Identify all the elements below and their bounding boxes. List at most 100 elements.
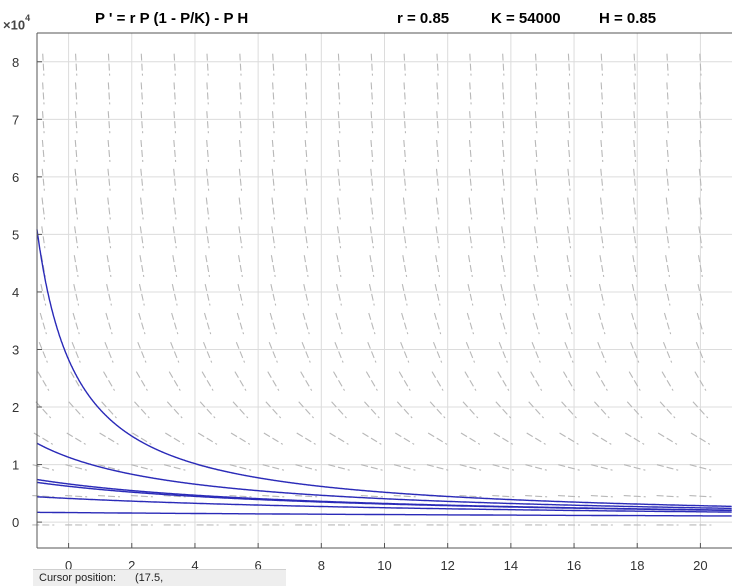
y-tick-label: 7 — [12, 112, 19, 127]
x-tick-label: 8 — [318, 558, 325, 573]
direction-field-segment — [633, 255, 637, 277]
direction-field-segment — [437, 111, 439, 133]
direction-field-segment — [33, 465, 54, 471]
direction-field-segment — [658, 433, 677, 444]
direction-field-segment — [229, 496, 251, 497]
direction-field-segment — [108, 169, 110, 191]
direction-field-segment — [371, 111, 373, 133]
direction-field-segment — [301, 372, 312, 391]
direction-field-segment — [436, 255, 440, 277]
direction-field-segment — [465, 372, 476, 391]
direction-field-segment — [527, 433, 546, 444]
direction-field-segment — [141, 82, 142, 104]
direction-field-segment — [138, 342, 146, 362]
direction-field-segment — [498, 372, 509, 391]
direction-field-segment — [40, 313, 46, 334]
direction-field-segment — [469, 226, 472, 248]
x-tick-label: 16 — [567, 558, 581, 573]
direction-field-segment — [395, 433, 414, 444]
direction-field-segment — [230, 465, 251, 471]
direction-field-segment — [689, 496, 711, 497]
direction-field-segment — [663, 342, 671, 362]
direction-field-segment — [104, 372, 115, 391]
direction-field-segment — [364, 402, 379, 418]
direction-field-segment — [42, 169, 44, 191]
direction-field-segment — [136, 372, 147, 391]
direction-field-segment — [167, 402, 182, 418]
direction-field-segment — [76, 54, 77, 76]
x-tick-label: 14 — [504, 558, 518, 573]
direction-field-segment — [108, 82, 109, 104]
direction-field-segment — [437, 140, 439, 162]
direction-field-segment — [601, 111, 603, 133]
direction-field-segment — [664, 313, 670, 334]
direction-field-segment — [501, 255, 505, 277]
y-tick-label: 3 — [12, 342, 19, 357]
direction-field-segment — [169, 372, 180, 391]
direction-field-segment — [629, 372, 640, 391]
direction-field-segment — [75, 169, 77, 191]
direction-field-segment — [535, 111, 537, 133]
direction-field-segment — [338, 140, 340, 162]
direction-field-segment — [601, 54, 602, 76]
direction-field-segment — [273, 111, 275, 133]
direction-field-segment — [657, 496, 679, 497]
direction-field-segment — [567, 284, 572, 305]
y-tick-label: 4 — [12, 285, 19, 300]
direction-field-segment — [568, 169, 570, 191]
direction-field-segment — [272, 140, 274, 162]
direction-field-segment — [503, 82, 504, 104]
direction-field-segment — [328, 465, 349, 471]
direction-field-segment — [496, 402, 511, 418]
direction-field-segment — [565, 342, 573, 362]
direction-field-segment — [403, 198, 406, 220]
direction-field-segment — [333, 372, 344, 391]
direction-field-segment — [667, 111, 669, 133]
direction-field-segment — [42, 226, 45, 248]
direction-field-segment — [591, 496, 613, 497]
direction-field-segment — [627, 402, 642, 418]
direction-field-segment — [141, 140, 143, 162]
direction-field-segment — [568, 198, 571, 220]
direction-field-segment — [591, 465, 612, 471]
direction-field-segment — [337, 284, 342, 305]
direction-field-segment — [140, 226, 143, 248]
direction-field-segment — [141, 54, 142, 76]
direction-field-segment — [263, 465, 284, 471]
direction-field-segment — [470, 82, 471, 104]
direction-field-segment — [466, 342, 474, 362]
direction-field-segment — [200, 402, 215, 418]
direction-field-segment — [74, 255, 78, 277]
direction-field-segment — [337, 226, 340, 248]
direction-field-segment — [164, 465, 185, 471]
direction-field-segment — [304, 255, 308, 277]
direction-field-segment — [75, 140, 77, 162]
y-tick-label: 2 — [12, 400, 19, 415]
direction-field-segment — [531, 372, 542, 391]
direction-field-segment — [140, 255, 144, 277]
direction-field-segment — [624, 465, 645, 471]
direction-field-segment — [305, 226, 308, 248]
direction-field-segment — [399, 372, 410, 391]
direction-field-segment — [667, 140, 669, 162]
direction-field-segment — [273, 82, 274, 104]
direction-field-segment — [262, 496, 284, 497]
direction-field-segment — [666, 198, 669, 220]
direction-field-segment — [433, 342, 441, 362]
direction-field-segment — [268, 372, 279, 391]
direction-field-segment — [361, 465, 382, 471]
direction-field-segment — [272, 169, 274, 191]
y-tick-label: 6 — [12, 170, 19, 185]
direction-field-segment — [131, 465, 152, 471]
direction-field-segment — [503, 54, 504, 76]
direction-field-segment — [73, 313, 79, 334]
direction-field-segment — [270, 313, 276, 334]
direction-field-segment — [371, 198, 374, 220]
direction-field-segment — [134, 402, 149, 418]
direction-field-segment — [207, 111, 209, 133]
direction-field-segment — [666, 169, 668, 191]
y-tick-label: 1 — [12, 458, 19, 473]
direction-field-segment — [105, 342, 113, 362]
